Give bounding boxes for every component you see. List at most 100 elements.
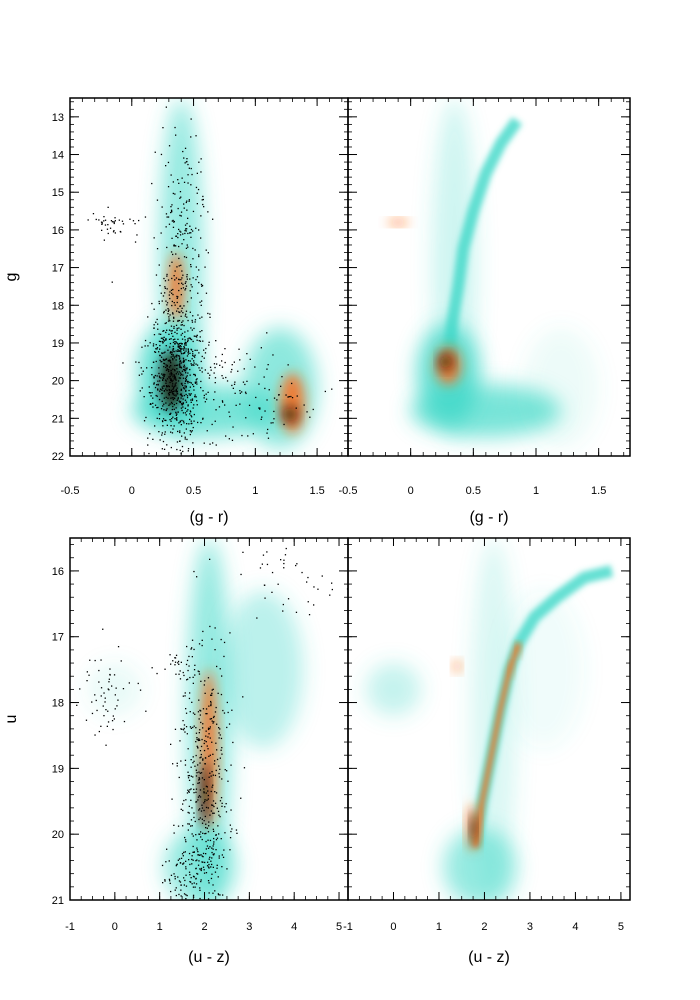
star-point: [144, 345, 146, 347]
star-point: [199, 709, 201, 711]
star-point: [174, 661, 177, 663]
star-point: [204, 833, 206, 835]
star-point: [173, 397, 175, 399]
star-point: [177, 346, 179, 348]
star-point: [178, 257, 180, 260]
star-point: [190, 284, 192, 286]
star-point: [218, 814, 220, 816]
star-point: [202, 856, 204, 858]
star-point: [148, 452, 150, 455]
star-point: [178, 346, 180, 348]
star-point: [177, 350, 179, 352]
star-point: [109, 227, 112, 229]
star-point: [194, 886, 196, 888]
star-point: [199, 796, 202, 798]
star-point: [183, 799, 185, 802]
star-point: [179, 357, 181, 359]
star-point: [179, 347, 182, 350]
star-point: [190, 338, 193, 341]
x-tick-label: 1: [436, 921, 442, 933]
star-point: [187, 811, 189, 814]
star-point: [215, 444, 217, 446]
star-point: [147, 345, 149, 347]
star-point: [184, 764, 187, 766]
star-point: [229, 824, 231, 826]
star-point: [182, 403, 184, 405]
star-point: [163, 363, 166, 365]
star-point: [179, 191, 182, 193]
star-point: [110, 220, 113, 222]
star-point: [176, 392, 178, 394]
star-point: [258, 383, 260, 385]
star-point: [180, 349, 182, 351]
star-point: [221, 778, 223, 780]
star-point: [161, 432, 163, 434]
star-point: [166, 246, 168, 249]
star-point: [153, 327, 155, 329]
star-point: [167, 186, 170, 188]
star-point: [193, 760, 195, 762]
star-point: [192, 258, 194, 260]
star-point: [176, 390, 178, 393]
star-point: [185, 898, 187, 900]
star-point: [215, 834, 217, 836]
star-point: [183, 361, 185, 363]
star-point: [200, 171, 202, 173]
star-point: [190, 363, 192, 365]
star-point: [204, 369, 206, 371]
star-point: [205, 249, 207, 251]
star-point: [117, 646, 120, 648]
star-point: [170, 397, 172, 399]
x-tick-label: -0.5: [339, 485, 358, 497]
star-point: [195, 186, 198, 189]
star-point: [220, 638, 222, 641]
star-point: [158, 398, 161, 401]
star-point: [180, 905, 181, 906]
star-point: [88, 674, 90, 676]
star-point: [197, 796, 200, 798]
star-point: [283, 562, 285, 565]
star-point: [162, 882, 164, 884]
star-point: [178, 265, 180, 267]
star-point: [203, 357, 205, 359]
star-point: [190, 766, 192, 768]
star-point: [215, 356, 217, 358]
star-point: [246, 380, 248, 382]
star-point: [162, 425, 164, 427]
y-tick-label: 16: [52, 566, 64, 578]
star-point: [193, 385, 195, 388]
star-point: [179, 372, 182, 374]
star-point: [169, 291, 171, 293]
y-axis-label: g: [3, 273, 20, 282]
star-point: [166, 444, 168, 446]
star-point: [184, 162, 186, 164]
star-point: [227, 780, 229, 782]
star-point: [170, 289, 173, 291]
star-point: [212, 828, 214, 830]
star-point: [178, 358, 181, 360]
star-point: [207, 736, 209, 738]
star-point: [92, 213, 95, 215]
star-point: [284, 554, 287, 556]
star-point: [212, 688, 214, 690]
star-point: [204, 945, 205, 946]
star-point: [180, 395, 183, 397]
star-point: [180, 728, 182, 730]
star-point: [194, 375, 196, 377]
star-point: [201, 199, 203, 201]
density-region: [443, 827, 517, 900]
star-point: [171, 277, 173, 280]
star-point: [191, 399, 194, 401]
star-point: [201, 644, 203, 647]
star-point: [211, 692, 213, 694]
star-point: [165, 380, 167, 382]
density-region: [222, 590, 304, 749]
star-point: [175, 412, 177, 414]
star-point: [172, 383, 174, 385]
star-point: [266, 332, 268, 334]
star-point: [172, 359, 174, 361]
star-point: [192, 756, 194, 758]
star-point: [222, 401, 224, 403]
star-point: [170, 372, 172, 374]
star-point: [171, 373, 173, 375]
